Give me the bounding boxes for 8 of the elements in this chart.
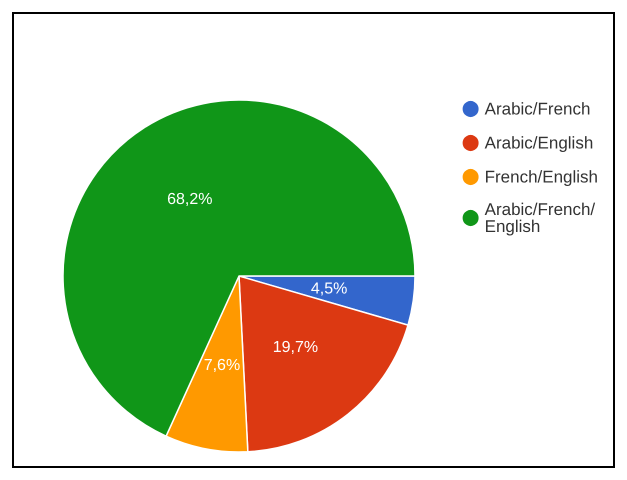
legend-label: Arabic/English <box>484 134 594 152</box>
data-label: 7,6% <box>204 356 240 374</box>
legend-label: Arabic/French/English <box>484 200 596 236</box>
legend-label: Arabic/French <box>484 100 590 118</box>
data-label: 68,2% <box>167 190 212 208</box>
data-label: 4,5% <box>310 280 348 298</box>
data-label: 19,7% <box>272 338 318 356</box>
legend-label: French/English <box>484 168 598 186</box>
